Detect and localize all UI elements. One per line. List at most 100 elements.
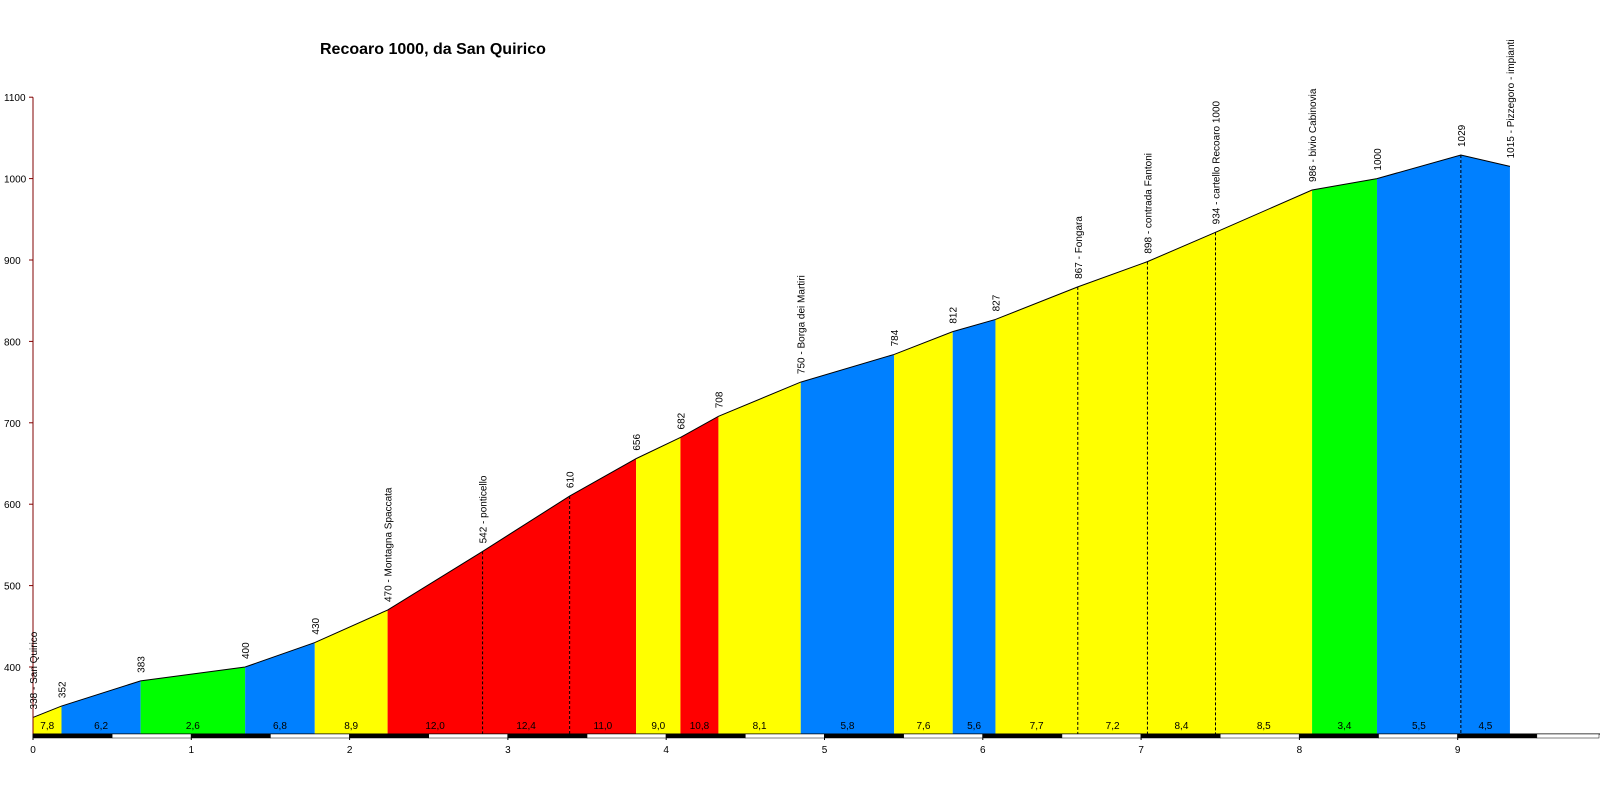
segment-grade-label: 5,8 <box>841 721 855 732</box>
y-tick-label: 600 <box>4 500 21 511</box>
point-label: 812 <box>949 307 960 324</box>
segment-area <box>995 286 1078 734</box>
point-label: 400 <box>241 642 252 659</box>
point-label: 1029 <box>1457 124 1468 147</box>
segment-grade-label: 6,2 <box>94 721 108 732</box>
y-tick-label: 1000 <box>4 175 27 186</box>
km-scale-bar <box>1378 733 1458 739</box>
km-scale-bar <box>1299 733 1379 739</box>
segment-grade-label: 7,8 <box>40 721 54 732</box>
point-label: 610 <box>566 471 577 488</box>
segment-area <box>1312 178 1377 735</box>
segment-grade-label: 4,5 <box>1478 721 1492 732</box>
km-scale-bar <box>824 733 904 739</box>
point-altitude-labels: 338 - San Quirico 352 383 400 430 470 - Monta… <box>29 39 1517 709</box>
x-tick-label: 2 <box>347 745 353 756</box>
segment-grade-label: 12,0 <box>425 721 445 732</box>
x-tick-label: 4 <box>663 745 669 756</box>
segment-grade-label: 7,7 <box>1030 721 1044 732</box>
profile-line <box>32 154 1511 718</box>
point-label: 430 <box>311 617 322 634</box>
segment-grade-label: 11,0 <box>594 721 613 732</box>
point-label: 383 <box>137 656 148 673</box>
point-label: 784 <box>890 329 901 346</box>
segment-area <box>1215 189 1313 735</box>
y-tick-label: 400 <box>4 663 21 674</box>
segment-area <box>1147 232 1216 734</box>
y-tick-label: 500 <box>4 582 21 593</box>
segment-grade-label: 8,5 <box>1257 721 1271 732</box>
point-label: 898 - contrada Fantoni <box>1143 153 1154 254</box>
x-tick-label: 3 <box>505 745 511 756</box>
km-scale-bar <box>903 733 984 739</box>
segment-area <box>569 458 637 734</box>
segment-grade-label: 12,4 <box>516 721 536 732</box>
km-scale-bar <box>191 733 271 739</box>
x-tick-label: 7 <box>1138 745 1144 756</box>
point-label: 352 <box>57 681 68 698</box>
segment-grade-label: 5,6 <box>967 721 981 732</box>
segment-dividers <box>482 154 1462 734</box>
segment-area <box>314 610 388 734</box>
point-label: 827 <box>991 294 1002 311</box>
point-label: 656 <box>632 433 643 450</box>
km-scale-bar <box>1536 733 1600 739</box>
x-tick-label: 1 <box>189 745 195 756</box>
segment-area <box>1460 154 1510 734</box>
segment-grade-label: 6,8 <box>273 721 287 732</box>
profile-outline <box>32 154 1511 718</box>
point-label: 338 - San Quirico <box>29 631 40 709</box>
point-label: 867 - Fongara <box>1074 216 1085 279</box>
point-label: 542 - ponticello <box>479 475 490 543</box>
km-scale-bar <box>745 733 825 739</box>
segment-area <box>894 331 953 734</box>
km-scale-bar <box>111 733 192 739</box>
km-scale-bar <box>1220 733 1300 739</box>
segment-area <box>1077 261 1148 734</box>
km-scale-bar <box>270 733 350 739</box>
point-label: 1000 <box>1373 148 1384 171</box>
km-scale-bar <box>586 733 667 739</box>
segment-grade-label: 3,4 <box>1338 721 1352 732</box>
point-label: 682 <box>676 412 687 429</box>
profile-areas <box>33 154 1510 735</box>
segment-grade-label: 9,0 <box>651 721 665 732</box>
y-tick-label: 1100 <box>4 93 26 104</box>
y-tick-label: 800 <box>4 337 21 348</box>
segment-area <box>33 706 62 734</box>
segment-grade-label: 8,1 <box>753 721 767 732</box>
segment-area <box>140 667 246 734</box>
segment-grade-label: 8,4 <box>1175 721 1189 732</box>
x-tick-label: 0 <box>30 745 36 756</box>
point-label: 986 - bivio Cabinovia <box>1308 88 1319 182</box>
km-scale-bar <box>507 733 588 739</box>
km-scale-bar <box>665 733 746 739</box>
axes: 400 500 600 700 800 900 1000 1100 0 1 2 3 4 5 6 7 8 9 <box>4 93 1600 756</box>
point-label: 470 - Montagna Spaccata <box>384 487 395 602</box>
segment-grade-label: 7,6 <box>916 721 930 732</box>
segment-area <box>680 416 719 734</box>
x-tick-label: 9 <box>1455 745 1461 756</box>
segment-grade-label: 10,8 <box>690 721 710 732</box>
point-label: 708 <box>714 391 725 408</box>
segment-area <box>1376 154 1461 734</box>
segment-area <box>387 551 483 734</box>
km-scale-bar <box>1061 733 1142 739</box>
y-tick-label: 900 <box>4 256 21 267</box>
segment-area <box>718 382 801 734</box>
point-label: 934 - cartello Recoaro 1000 <box>1212 100 1223 224</box>
segment-area <box>482 496 570 734</box>
point-label: 750 - Borga dei Martiri <box>797 275 808 374</box>
segment-grade-labels: 7,8 6,2 2,6 6,8 8,9 12,0 12,4 11,0 9,0 10,8 8,1 5,8… <box>40 721 1492 732</box>
segment-area <box>245 642 315 734</box>
segment-grade-label: 5,5 <box>1412 721 1426 732</box>
segment-area <box>61 680 141 734</box>
km-scale-bar <box>1457 733 1538 739</box>
segment-grade-label: 2,6 <box>186 721 200 732</box>
segment-area <box>636 437 681 734</box>
km-scale-bar <box>1140 733 1221 739</box>
segment-grade-label: 8,9 <box>344 721 358 732</box>
segment-area <box>800 354 895 734</box>
point-label: 1015 - Pizzegoro - impianti <box>1506 39 1517 158</box>
